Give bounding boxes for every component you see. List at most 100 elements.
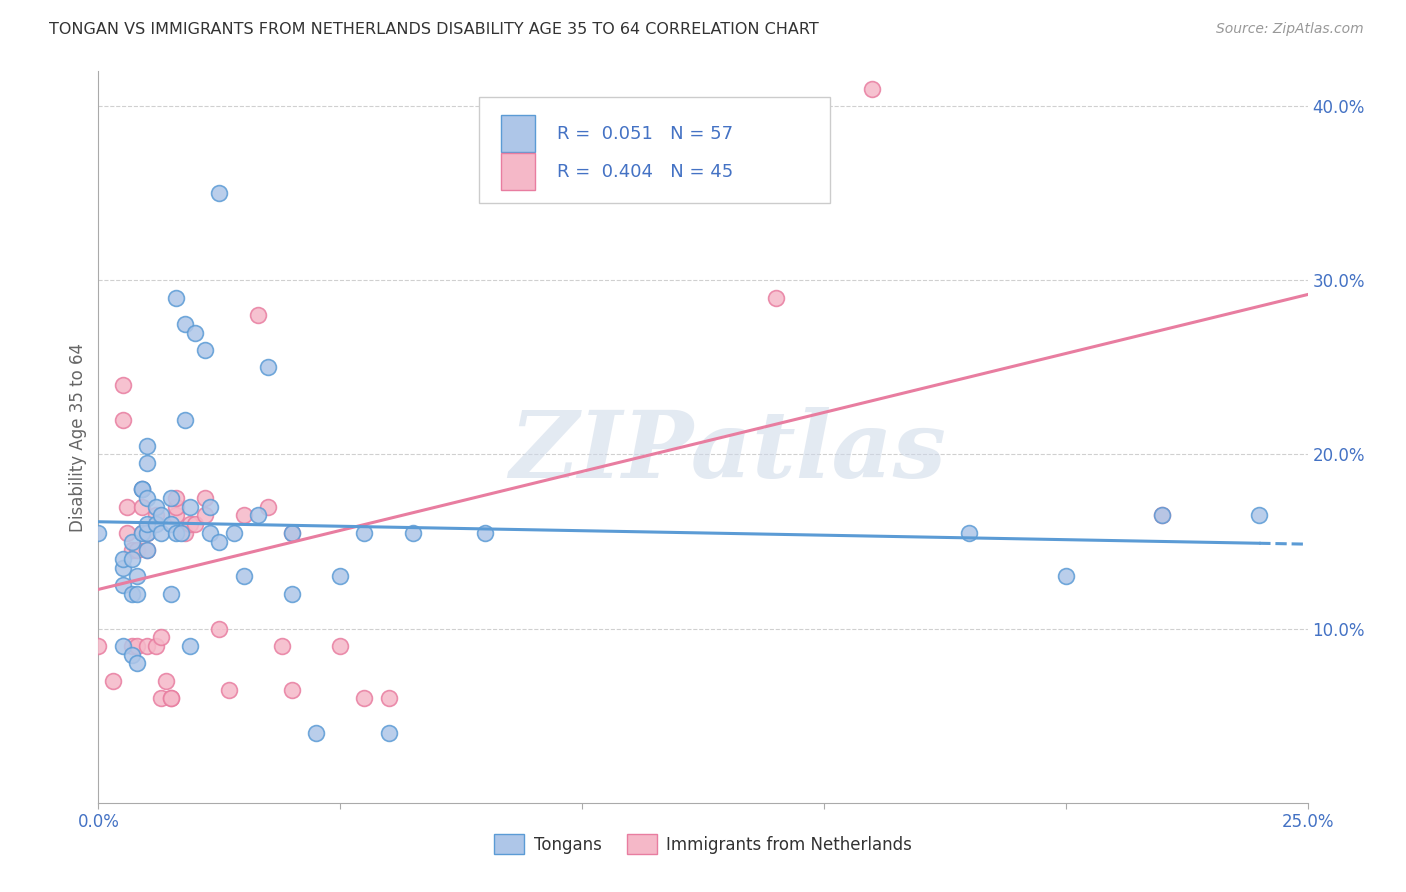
Point <box>121 648 143 662</box>
Text: R =  0.051   N = 57: R = 0.051 N = 57 <box>557 125 733 143</box>
Text: R =  0.404   N = 45: R = 0.404 N = 45 <box>557 162 733 180</box>
Point <box>765 291 787 305</box>
Point <box>127 587 149 601</box>
Point <box>145 500 167 514</box>
Point <box>194 508 217 523</box>
Point <box>160 491 183 505</box>
Point <box>198 500 221 514</box>
Point <box>150 691 173 706</box>
Point <box>121 534 143 549</box>
Point <box>131 525 153 540</box>
Point <box>121 587 143 601</box>
Point <box>127 657 149 671</box>
Point <box>127 639 149 653</box>
Point <box>174 317 197 331</box>
Point <box>353 525 375 540</box>
Point <box>145 508 167 523</box>
Point <box>281 525 304 540</box>
Point <box>377 726 399 740</box>
Point <box>208 622 231 636</box>
Point <box>155 673 177 688</box>
Legend: Tongans, Immigrants from Netherlands: Tongans, Immigrants from Netherlands <box>486 828 920 860</box>
Point <box>165 491 187 505</box>
Point <box>160 587 183 601</box>
Point <box>305 726 328 740</box>
Point <box>165 291 187 305</box>
Point <box>135 456 157 470</box>
Point <box>160 517 183 532</box>
Point <box>111 552 134 566</box>
Point <box>111 377 134 392</box>
Point <box>111 412 134 426</box>
Point <box>121 543 143 558</box>
Point <box>1249 508 1271 523</box>
Point <box>87 639 110 653</box>
Point <box>179 517 201 532</box>
Point <box>198 525 221 540</box>
Point <box>247 308 270 322</box>
Point <box>222 525 245 540</box>
Point <box>281 525 304 540</box>
Point <box>160 691 183 706</box>
Point <box>121 639 143 653</box>
Point <box>208 186 231 201</box>
Point <box>247 508 270 523</box>
Point <box>194 491 217 505</box>
Point <box>160 691 183 706</box>
FancyBboxPatch shape <box>501 153 534 190</box>
Point <box>87 525 110 540</box>
Point <box>135 491 157 505</box>
Point <box>111 560 134 574</box>
Point <box>184 326 207 340</box>
Point <box>329 569 352 583</box>
Point <box>131 483 153 497</box>
Point <box>256 360 278 375</box>
Point <box>111 639 134 653</box>
Point <box>131 483 153 497</box>
Point <box>232 508 254 523</box>
Point <box>194 343 217 357</box>
Text: TONGAN VS IMMIGRANTS FROM NETHERLANDS DISABILITY AGE 35 TO 64 CORRELATION CHART: TONGAN VS IMMIGRANTS FROM NETHERLANDS DI… <box>49 22 818 37</box>
Point <box>184 517 207 532</box>
Point <box>150 631 173 645</box>
Point <box>135 525 157 540</box>
FancyBboxPatch shape <box>479 97 830 203</box>
Point <box>256 500 278 514</box>
Point <box>1054 569 1077 583</box>
Point <box>127 543 149 558</box>
Point <box>111 578 134 592</box>
Point <box>165 508 187 523</box>
Point <box>145 517 167 532</box>
Point <box>329 639 352 653</box>
FancyBboxPatch shape <box>501 115 534 152</box>
Point <box>179 500 201 514</box>
Point <box>121 552 143 566</box>
Point <box>860 82 883 96</box>
Point <box>135 439 157 453</box>
Point <box>135 639 157 653</box>
Point <box>174 412 197 426</box>
Point <box>150 508 173 523</box>
Point <box>281 682 304 697</box>
Point <box>117 525 139 540</box>
Point <box>101 673 124 688</box>
Point <box>218 682 240 697</box>
Point <box>402 525 425 540</box>
Text: Source: ZipAtlas.com: Source: ZipAtlas.com <box>1216 22 1364 37</box>
Point <box>957 525 980 540</box>
Point <box>165 525 187 540</box>
Point <box>117 500 139 514</box>
Text: ZIPatlas: ZIPatlas <box>509 407 946 497</box>
Point <box>165 500 187 514</box>
Y-axis label: Disability Age 35 to 64: Disability Age 35 to 64 <box>69 343 87 532</box>
Point <box>169 525 191 540</box>
Point <box>135 517 157 532</box>
Point <box>174 525 197 540</box>
Point <box>232 569 254 583</box>
Point <box>135 543 157 558</box>
Point <box>135 525 157 540</box>
Point <box>271 639 294 653</box>
Point <box>1152 508 1174 523</box>
Point <box>208 534 231 549</box>
Point <box>150 525 173 540</box>
